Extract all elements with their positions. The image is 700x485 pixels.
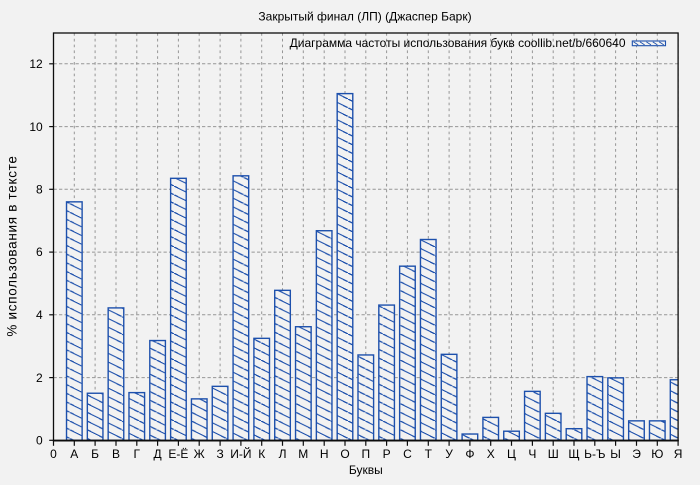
svg-text:О: О	[340, 447, 349, 461]
svg-text:Буквы: Буквы	[349, 463, 383, 477]
svg-text:Ф: Ф	[465, 447, 474, 461]
svg-text:Диаграмма частоты использовани: Диаграмма частоты использования букв coo…	[290, 36, 626, 50]
svg-text:Х: Х	[487, 447, 495, 461]
svg-text:З: З	[216, 447, 223, 461]
svg-text:Д: Д	[154, 447, 162, 461]
svg-text:В: В	[112, 447, 120, 461]
svg-text:Ю: Ю	[651, 447, 663, 461]
svg-text:Ы: Ы	[610, 447, 621, 461]
svg-text:2: 2	[36, 371, 43, 385]
svg-text:Н: Н	[320, 447, 329, 461]
svg-text:8: 8	[36, 183, 43, 197]
svg-text:Ь-Ъ: Ь-Ъ	[584, 447, 605, 461]
svg-text:Ж: Ж	[194, 447, 205, 461]
svg-text:А: А	[70, 447, 78, 461]
svg-text:Л: Л	[279, 447, 287, 461]
svg-text:Щ: Щ	[568, 447, 579, 461]
svg-text:С: С	[403, 447, 412, 461]
svg-text:Г: Г	[134, 447, 141, 461]
svg-text:Р: Р	[383, 447, 391, 461]
svg-text:Ц: Ц	[507, 447, 516, 461]
svg-text:0: 0	[36, 434, 43, 448]
svg-text:Б: Б	[91, 447, 99, 461]
svg-text:Ш: Ш	[548, 447, 559, 461]
svg-text:10: 10	[29, 120, 43, 134]
svg-text:У: У	[445, 447, 453, 461]
svg-text:К: К	[258, 447, 265, 461]
svg-text:Е-Ё: Е-Ё	[168, 447, 188, 461]
svg-text:Ч: Ч	[528, 447, 536, 461]
svg-text:% использования в тексте: % использования в тексте	[5, 155, 20, 336]
svg-text:12: 12	[29, 57, 43, 71]
svg-text:И-Й: И-Й	[230, 446, 251, 461]
svg-text:Т: Т	[425, 447, 433, 461]
svg-text:М: М	[298, 447, 308, 461]
svg-text:П: П	[361, 447, 370, 461]
svg-text:4: 4	[36, 308, 43, 322]
svg-text:Я: Я	[674, 447, 683, 461]
svg-text:Закрытый финал (ЛП) (Джаспер Б: Закрытый финал (ЛП) (Джаспер Барк)	[258, 10, 471, 24]
svg-text:Э: Э	[632, 447, 641, 461]
svg-text:6: 6	[36, 245, 43, 259]
svg-text:0: 0	[50, 447, 57, 461]
